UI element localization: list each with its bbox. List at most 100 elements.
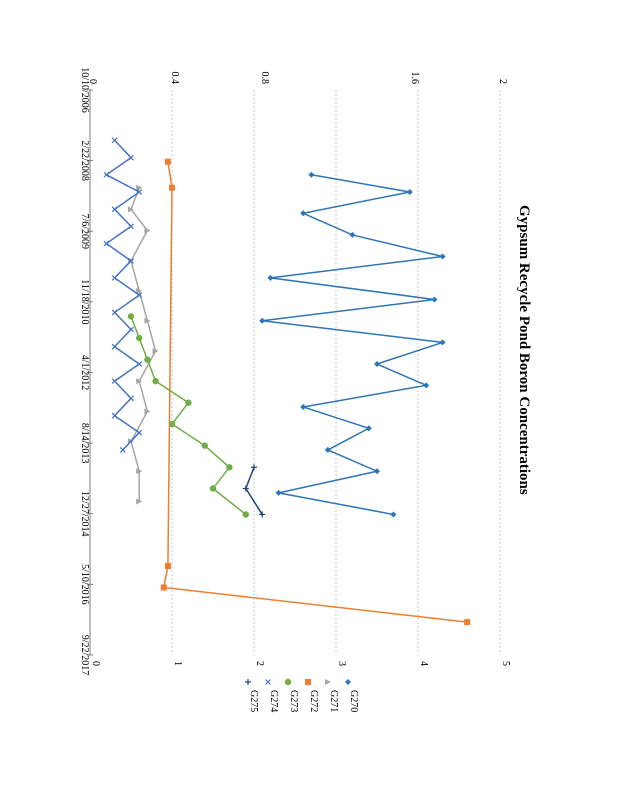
- point-marker: [136, 184, 143, 191]
- point-marker: [308, 171, 315, 178]
- secondary-tick-label: 1.6: [409, 72, 420, 85]
- point-marker: [226, 464, 233, 471]
- point-marker: [406, 188, 413, 195]
- point-marker: [345, 679, 351, 685]
- point-marker: [431, 296, 438, 303]
- series-line-g272: [162, 161, 468, 623]
- legend-entry-g274: G274: [265, 679, 279, 712]
- legend-label: G274: [268, 690, 279, 712]
- point-marker: [464, 619, 471, 626]
- point-marker: [103, 240, 110, 247]
- axes: [87, 89, 93, 656]
- time-tick-label: 5/10/2016: [79, 564, 90, 605]
- value-tick-label: 2: [254, 661, 265, 666]
- secondary-tick-label: 2: [497, 79, 508, 84]
- point-marker: [103, 171, 110, 178]
- time-tick-label: 10/10/2006: [79, 67, 90, 113]
- point-marker: [111, 137, 118, 144]
- point-marker: [144, 227, 151, 234]
- point-marker: [111, 412, 118, 419]
- point-marker: [300, 210, 307, 217]
- point-marker: [119, 446, 126, 453]
- point-marker: [160, 584, 167, 591]
- series-g270: [259, 171, 446, 518]
- secondary-labels: 0.8 1.6 2 0.4 0: [87, 72, 508, 85]
- chart-title-group: Gypsum Recycle Pond Boron Concentrations: [516, 205, 532, 495]
- value-tick-label: 5: [500, 661, 511, 666]
- series-line-g270: [262, 174, 443, 516]
- series-g274: [103, 137, 143, 453]
- point-marker: [152, 377, 159, 385]
- point-marker: [259, 511, 266, 518]
- point-marker: [267, 274, 274, 281]
- point-marker: [349, 231, 356, 238]
- point-marker: [128, 154, 134, 161]
- point-marker: [439, 339, 446, 346]
- time-tick-label: 7/6/2009: [79, 213, 90, 249]
- series-g273: [127, 313, 249, 518]
- secondary-tick-label: 0: [87, 79, 98, 84]
- point-marker: [245, 679, 251, 685]
- point-marker: [324, 446, 331, 453]
- point-marker: [128, 395, 134, 402]
- point-marker: [164, 158, 171, 165]
- point-marker: [136, 361, 143, 367]
- time-tick-label: 2/22/2008: [79, 140, 90, 181]
- point-marker: [169, 184, 175, 191]
- gridlines: [89, 90, 501, 655]
- point-marker: [136, 378, 143, 385]
- point-marker: [136, 334, 143, 342]
- point-marker: [300, 403, 307, 410]
- point-marker: [374, 361, 380, 368]
- point-marker: [128, 223, 134, 230]
- legend-label: G271: [328, 690, 339, 712]
- series-line-g273: [130, 316, 247, 516]
- value-tick-label: 4: [418, 661, 429, 666]
- point-marker: [136, 292, 143, 299]
- point-marker: [136, 287, 143, 294]
- point-marker: [242, 485, 249, 492]
- point-marker: [168, 420, 176, 428]
- series-line-g274: [104, 139, 141, 451]
- legend-label: G272: [308, 690, 319, 712]
- point-marker: [365, 425, 372, 432]
- legend-label: G273: [288, 690, 299, 712]
- point-marker: [423, 382, 430, 389]
- time-tick-label: 8/14/2013: [79, 423, 90, 464]
- point-marker: [439, 253, 446, 260]
- value-tick-label: 0: [90, 661, 101, 666]
- point-marker: [325, 679, 331, 685]
- plot-area: 0 1 2 3 4 5 10/10/2006 2/22/2008 7/6/2009 11/18/2…: [79, 67, 511, 675]
- point-marker: [265, 679, 271, 685]
- point-marker: [259, 317, 266, 324]
- point-marker: [144, 356, 151, 363]
- time-tick-label: 4/1/2012: [79, 355, 90, 391]
- point-marker: [111, 206, 118, 213]
- series-g271: [128, 184, 159, 505]
- chart-title: Gypsum Recycle Pond Boron Concentrations: [516, 205, 532, 495]
- point-marker: [374, 468, 380, 475]
- point-marker: [275, 489, 282, 496]
- time-tick-label: 9/22/2017: [79, 635, 90, 676]
- point-marker: [111, 343, 118, 350]
- value-tick-label: 1: [172, 661, 183, 666]
- point-marker: [390, 511, 397, 518]
- point-marker: [164, 563, 171, 570]
- time-tick-label: 12/27/2014: [79, 491, 90, 537]
- legend-label: G270: [348, 690, 359, 712]
- point-marker: [144, 317, 151, 324]
- point-marker: [127, 313, 135, 320]
- series-layer: [103, 137, 471, 626]
- point-marker: [136, 189, 143, 195]
- point-marker: [201, 442, 208, 449]
- legend-entry-g273: G273: [284, 678, 299, 712]
- point-marker: [136, 429, 143, 436]
- point-marker: [284, 678, 292, 686]
- point-marker: [111, 309, 118, 316]
- legend-label: G275: [248, 690, 259, 712]
- series-g272: [160, 158, 471, 626]
- point-marker: [128, 326, 134, 333]
- point-marker: [305, 679, 311, 685]
- legend-entry-g275: G275: [245, 679, 259, 712]
